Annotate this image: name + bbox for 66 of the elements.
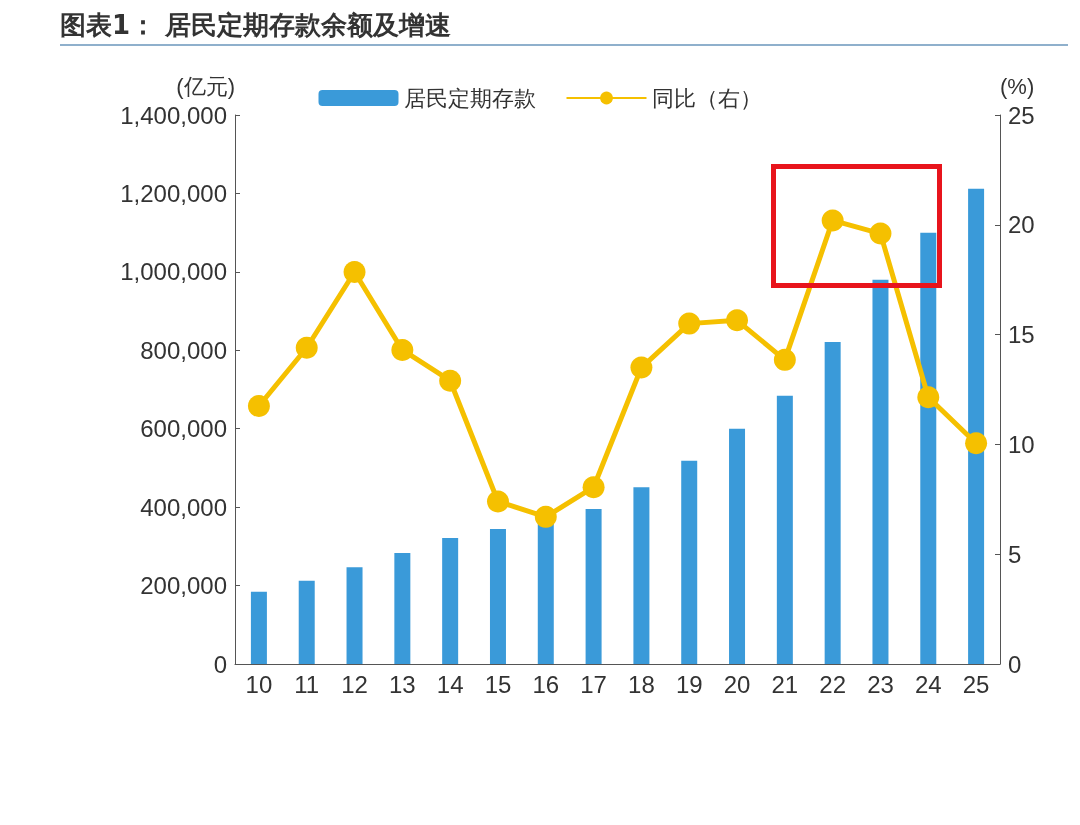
chart-title: 图表1： 居民定期存款余额及增速 bbox=[60, 9, 452, 42]
x-tick-label: 20 bbox=[723, 670, 751, 698]
bar bbox=[633, 487, 650, 664]
point bbox=[247, 394, 270, 417]
bar bbox=[968, 188, 985, 664]
bar bbox=[298, 580, 315, 664]
y-tick-label: 0 bbox=[213, 650, 227, 678]
legend-label: 同比（右） bbox=[651, 85, 762, 111]
y2-tick-label: 15 bbox=[1008, 321, 1035, 349]
point bbox=[582, 476, 605, 499]
y-tick-label: 600,000 bbox=[140, 415, 227, 443]
x-tick-label: 11 bbox=[294, 670, 320, 698]
bar bbox=[250, 591, 267, 664]
x-tick-label: 23 bbox=[867, 670, 894, 698]
point bbox=[439, 369, 462, 392]
x-tick-label: 16 bbox=[532, 670, 560, 698]
point bbox=[343, 261, 366, 284]
bar bbox=[824, 342, 841, 664]
y-tick-label: 800,000 bbox=[140, 336, 227, 364]
point bbox=[295, 336, 318, 359]
x-tick-label: 22 bbox=[819, 670, 847, 698]
y2-tick-label: 10 bbox=[1008, 430, 1035, 458]
y-tick-label: 200,000 bbox=[140, 572, 227, 600]
point bbox=[726, 309, 749, 332]
bar bbox=[442, 538, 459, 664]
y2-axis-title: (%) bbox=[1000, 73, 1035, 99]
point bbox=[869, 222, 892, 245]
point bbox=[391, 338, 414, 361]
x-tick-label: 25 bbox=[962, 670, 990, 698]
x-tick-label: 17 bbox=[580, 670, 607, 698]
y-tick-label: 400,000 bbox=[140, 493, 227, 521]
bar bbox=[729, 428, 746, 664]
x-tick-label: 19 bbox=[675, 670, 703, 698]
y2-tick-label: 25 bbox=[1008, 101, 1035, 129]
point bbox=[821, 209, 844, 232]
bar bbox=[394, 553, 411, 664]
y-tick-label: 1,200,000 bbox=[120, 179, 227, 207]
x-tick-label: 14 bbox=[436, 670, 464, 698]
y2-tick-label: 5 bbox=[1008, 540, 1022, 568]
bar bbox=[872, 279, 889, 664]
y2-tick-label: 0 bbox=[1008, 650, 1022, 678]
x-tick-label: 21 bbox=[771, 670, 799, 698]
point bbox=[965, 432, 988, 455]
bar bbox=[681, 460, 698, 664]
x-tick-label: 15 bbox=[484, 670, 512, 698]
y-tick-label: 1,400,000 bbox=[120, 101, 227, 129]
bar bbox=[920, 232, 937, 664]
x-tick-label: 12 bbox=[341, 670, 368, 698]
y-axis-title: (亿元) bbox=[176, 73, 235, 99]
point bbox=[678, 312, 701, 335]
point bbox=[486, 490, 509, 513]
bar bbox=[489, 529, 506, 664]
y2-tick-label: 20 bbox=[1008, 211, 1035, 239]
bar bbox=[776, 395, 793, 664]
bar bbox=[346, 567, 363, 664]
y-tick-label: 1,000,000 bbox=[120, 258, 227, 286]
x-tick-label: 18 bbox=[628, 670, 655, 698]
point bbox=[773, 348, 796, 371]
x-tick-label: 10 bbox=[245, 670, 273, 698]
x-tick-label: 13 bbox=[388, 670, 416, 698]
point bbox=[917, 386, 940, 409]
bar bbox=[585, 509, 602, 664]
x-tick-label: 24 bbox=[914, 670, 942, 698]
legend-label: 居民定期存款 bbox=[403, 85, 536, 111]
point bbox=[630, 356, 653, 379]
point bbox=[534, 505, 557, 528]
